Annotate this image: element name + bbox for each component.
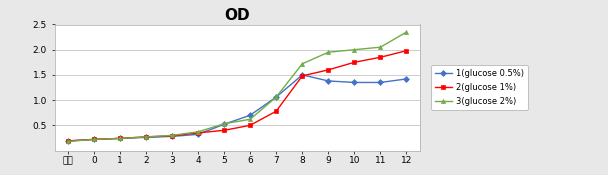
3(glucose 2%) [377, 46, 384, 48]
3(glucose 2%) [299, 63, 306, 65]
2(glucose 1%) [195, 132, 202, 134]
1(glucose 0.5%) [325, 80, 332, 82]
3(glucose 2%) [116, 137, 123, 139]
1(glucose 0.5%) [351, 81, 358, 83]
1(glucose 0.5%) [299, 74, 306, 76]
3(glucose 2%) [195, 131, 202, 133]
Legend: 1(glucose 0.5%), 2(glucose 1%), 3(glucose 2%): 1(glucose 0.5%), 2(glucose 1%), 3(glucos… [431, 65, 528, 110]
3(glucose 2%) [64, 140, 71, 142]
2(glucose 1%) [221, 129, 228, 131]
3(glucose 2%) [403, 31, 410, 33]
Line: 3(glucose 2%): 3(glucose 2%) [66, 30, 409, 144]
2(glucose 1%) [142, 136, 150, 138]
1(glucose 0.5%) [142, 136, 150, 138]
1(glucose 0.5%) [168, 135, 176, 137]
2(glucose 1%) [116, 137, 123, 139]
3(glucose 2%) [351, 49, 358, 51]
1(glucose 0.5%) [195, 133, 202, 135]
3(glucose 2%) [246, 118, 254, 120]
2(glucose 1%) [272, 110, 280, 112]
2(glucose 1%) [64, 140, 71, 142]
Line: 1(glucose 0.5%): 1(glucose 0.5%) [66, 73, 409, 143]
2(glucose 1%) [90, 138, 97, 141]
2(glucose 1%) [325, 69, 332, 71]
2(glucose 1%) [377, 56, 384, 58]
3(glucose 2%) [221, 123, 228, 125]
Line: 2(glucose 1%): 2(glucose 1%) [66, 49, 409, 143]
2(glucose 1%) [403, 50, 410, 52]
2(glucose 1%) [246, 124, 254, 126]
3(glucose 2%) [90, 138, 97, 141]
1(glucose 0.5%) [64, 140, 71, 142]
1(glucose 0.5%) [246, 114, 254, 116]
1(glucose 0.5%) [90, 138, 97, 141]
3(glucose 2%) [325, 51, 332, 53]
1(glucose 0.5%) [403, 78, 410, 80]
3(glucose 2%) [168, 134, 176, 136]
3(glucose 2%) [272, 96, 280, 98]
3(glucose 2%) [142, 136, 150, 138]
2(glucose 1%) [168, 135, 176, 137]
2(glucose 1%) [299, 75, 306, 77]
1(glucose 0.5%) [377, 81, 384, 83]
2(glucose 1%) [351, 61, 358, 63]
1(glucose 0.5%) [221, 123, 228, 125]
Title: OD: OD [224, 8, 250, 23]
1(glucose 0.5%) [272, 96, 280, 98]
1(glucose 0.5%) [116, 137, 123, 139]
